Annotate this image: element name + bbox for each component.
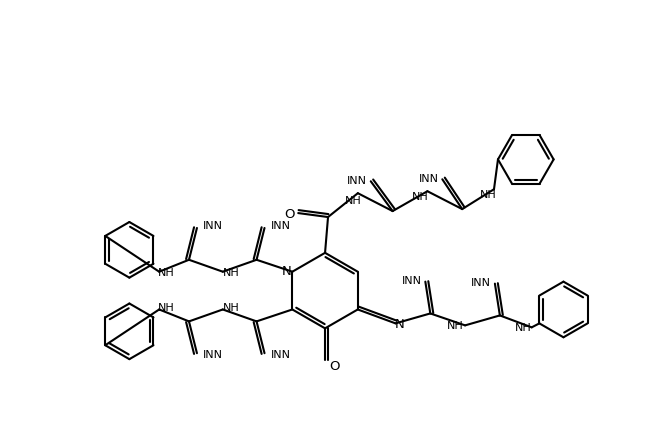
Text: INN: INN <box>203 221 223 231</box>
Text: NH: NH <box>344 196 361 206</box>
Text: NH: NH <box>515 323 532 333</box>
Text: NH: NH <box>412 192 428 202</box>
Text: INN: INN <box>418 174 438 184</box>
Text: N: N <box>395 318 404 331</box>
Text: NH: NH <box>223 303 240 314</box>
Text: NH: NH <box>448 321 464 332</box>
Text: NH: NH <box>158 303 174 314</box>
Text: INN: INN <box>270 350 290 360</box>
Text: INN: INN <box>402 276 422 286</box>
Text: NH: NH <box>158 268 174 278</box>
Text: O: O <box>330 360 340 373</box>
Text: O: O <box>284 207 294 220</box>
Text: INN: INN <box>270 221 290 231</box>
Text: INN: INN <box>347 176 367 186</box>
Text: NH: NH <box>223 268 240 278</box>
Text: INN: INN <box>471 278 491 288</box>
Text: INN: INN <box>203 350 223 360</box>
Text: N: N <box>282 265 291 278</box>
Text: NH: NH <box>480 190 496 200</box>
